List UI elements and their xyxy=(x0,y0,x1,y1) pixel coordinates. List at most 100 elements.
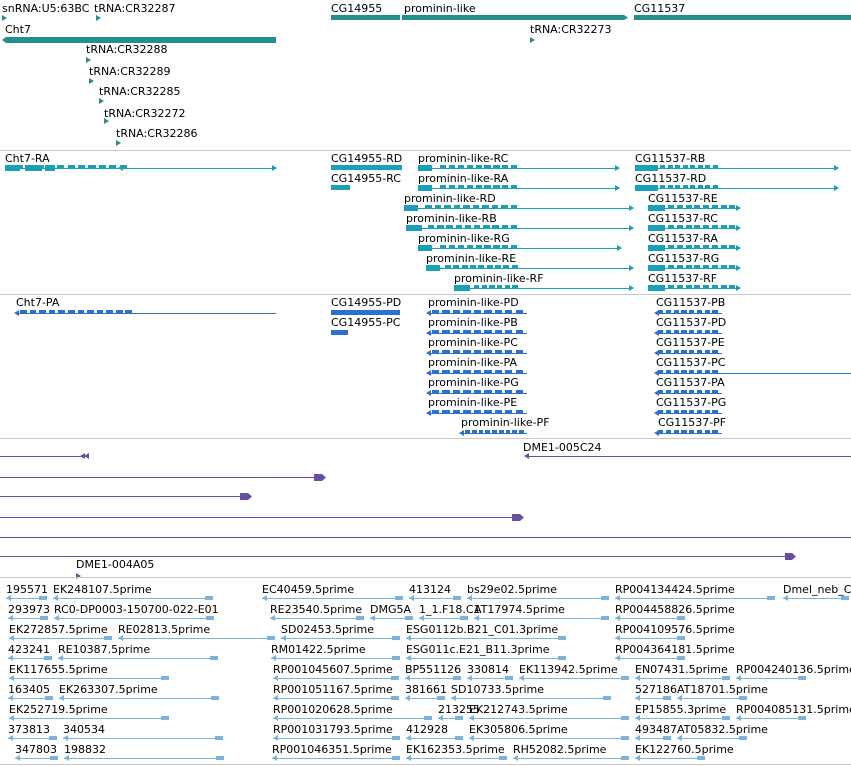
exon-block[interactable] xyxy=(58,310,65,314)
exon-block[interactable] xyxy=(437,225,444,229)
exon-block[interactable] xyxy=(125,310,132,314)
feature-label[interactable]: prominin-like-PG xyxy=(428,376,519,389)
exon-block[interactable] xyxy=(729,225,735,229)
est-block[interactable] xyxy=(392,736,400,740)
exon-block[interactable] xyxy=(479,430,483,434)
exon-block[interactable] xyxy=(721,285,727,289)
exon-block[interactable] xyxy=(5,165,20,171)
gene-Cht7[interactable] xyxy=(2,37,276,43)
exon-block[interactable] xyxy=(467,165,473,169)
exon-block[interactable] xyxy=(698,185,703,189)
est-block[interactable] xyxy=(424,716,432,720)
exon-block[interactable] xyxy=(463,330,471,334)
exon-block[interactable] xyxy=(668,245,674,249)
est-block[interactable] xyxy=(739,696,747,700)
exon-block[interactable] xyxy=(712,330,718,334)
exon-block[interactable] xyxy=(694,205,700,209)
exon-block[interactable] xyxy=(712,285,718,289)
feature-label[interactable]: prominin-like-RE xyxy=(426,252,517,265)
exon-block[interactable] xyxy=(495,410,502,414)
exon-block[interactable] xyxy=(453,350,460,354)
feature-label[interactable]: prominin-like-PE xyxy=(428,396,518,409)
exon-block[interactable] xyxy=(512,285,518,289)
exon-block[interactable] xyxy=(519,430,524,434)
exon-block[interactable] xyxy=(666,310,671,314)
feature-label[interactable]: prominin-like-PC xyxy=(428,336,518,349)
exon-block[interactable] xyxy=(658,430,663,434)
feature-label[interactable]: EK122760.5prime xyxy=(635,743,734,756)
exon-block[interactable] xyxy=(729,265,735,269)
feature-label[interactable]: CG11537-PC xyxy=(656,356,726,369)
est-block[interactable] xyxy=(210,656,218,660)
exon-block[interactable] xyxy=(660,165,665,169)
exon-block[interactable] xyxy=(495,310,502,314)
exon-block[interactable] xyxy=(502,165,508,169)
exon-block[interactable] xyxy=(516,330,523,334)
est-block[interactable] xyxy=(206,616,214,620)
exon-block[interactable] xyxy=(721,265,727,269)
exon-block[interactable] xyxy=(404,205,418,211)
exon-block[interactable] xyxy=(712,265,718,269)
exon-block[interactable] xyxy=(658,410,663,414)
feature-label[interactable]: 347803 xyxy=(15,743,57,756)
exon-block[interactable] xyxy=(705,350,710,354)
exon-block[interactable] xyxy=(683,165,688,169)
transcript-CG14955-RD[interactable] xyxy=(331,165,402,170)
feature-label[interactable]: CG11537-RB xyxy=(635,152,706,165)
feature-label[interactable]: prominin-like-PA xyxy=(428,356,518,369)
feature-label[interactable]: tRNA:CR32273 xyxy=(530,23,612,36)
est-block[interactable] xyxy=(267,636,275,640)
exon-block[interactable] xyxy=(116,310,123,314)
feature-label[interactable]: RP004109576.5prime xyxy=(615,623,735,636)
est-block[interactable] xyxy=(677,636,685,640)
exon-block[interactable] xyxy=(705,370,710,374)
exon-block[interactable] xyxy=(467,245,473,249)
feature-label[interactable]: CG11537-RD xyxy=(635,172,707,185)
exon-block[interactable] xyxy=(482,205,489,209)
est-block[interactable] xyxy=(722,716,730,720)
feature-label[interactable]: tRNA:CR32286 xyxy=(116,127,198,140)
exon-block[interactable] xyxy=(444,205,451,209)
feature-label[interactable]: CG14955-RD xyxy=(331,152,403,165)
feature-label[interactable]: CG14955-PD xyxy=(331,296,402,309)
exon-block[interactable] xyxy=(511,205,517,209)
exon-block[interactable] xyxy=(648,285,665,291)
est-block[interactable] xyxy=(841,596,849,600)
est-block[interactable] xyxy=(437,696,445,700)
exon-block[interactable] xyxy=(675,165,680,169)
exon-block[interactable] xyxy=(465,225,471,229)
exon-block[interactable] xyxy=(689,430,694,434)
feature-label[interactable]: tRNA:CR32288 xyxy=(86,43,168,56)
exon-block[interactable] xyxy=(705,430,710,434)
exon-block[interactable] xyxy=(463,310,471,314)
feature-label[interactable]: prominin-like xyxy=(404,2,476,15)
est-block[interactable] xyxy=(45,696,53,700)
exon-block[interactable] xyxy=(78,165,85,169)
feature-label[interactable]: tRNA:CR32285 xyxy=(99,85,181,98)
exon-block[interactable] xyxy=(648,265,665,271)
exon-block[interactable] xyxy=(499,430,504,434)
feature-label[interactable]: prominin-like-RC xyxy=(418,152,509,165)
feature-label[interactable]: EK117655.5prime xyxy=(9,663,108,676)
exon-block[interactable] xyxy=(502,225,508,229)
est-block[interactable] xyxy=(453,596,461,600)
feature-label[interactable]: RM01422.5prime xyxy=(271,643,366,656)
feature-label[interactable]: CG11537-RF xyxy=(648,272,718,285)
feature-label[interactable]: 413124 xyxy=(409,583,451,596)
exon-block[interactable] xyxy=(705,185,710,189)
exon-block[interactable] xyxy=(474,390,481,394)
feature-label[interactable]: CG11537-PD xyxy=(656,316,727,329)
exon-block[interactable] xyxy=(68,165,75,169)
exon-block[interactable] xyxy=(648,225,665,231)
exon-block[interactable] xyxy=(474,370,481,374)
exon-block[interactable] xyxy=(49,310,55,314)
exon-block[interactable] xyxy=(30,310,36,314)
exon-block[interactable] xyxy=(449,185,455,189)
exon-block[interactable] xyxy=(474,225,480,229)
exon-block[interactable] xyxy=(689,330,694,334)
exon-block[interactable] xyxy=(97,310,103,314)
est-block[interactable] xyxy=(621,716,629,720)
est-block[interactable] xyxy=(211,696,219,700)
exon-block[interactable] xyxy=(681,310,687,314)
feature-label[interactable]: CG11537-RE xyxy=(648,192,718,205)
